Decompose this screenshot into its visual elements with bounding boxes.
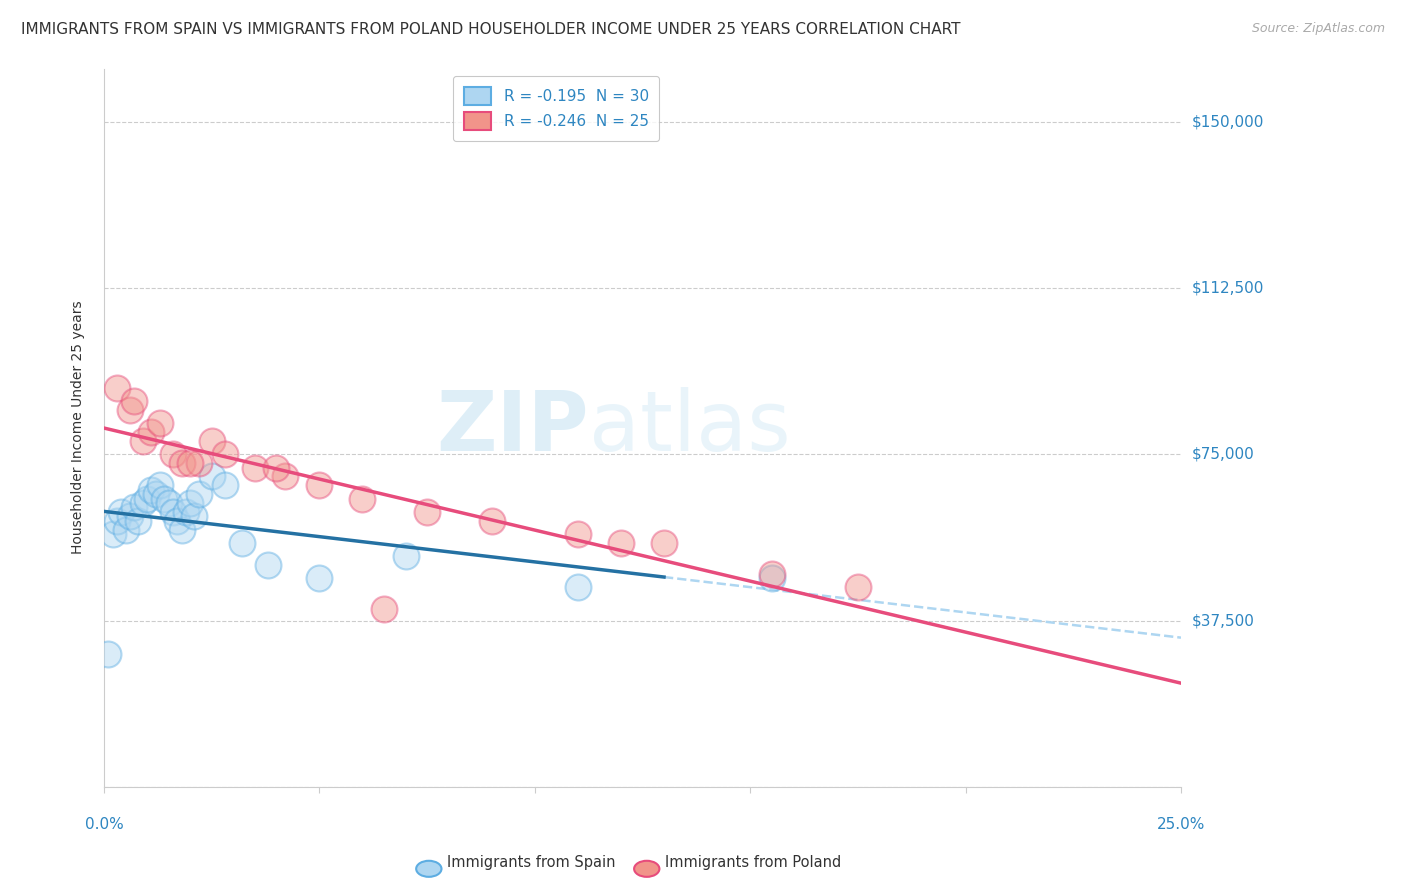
Point <box>373 602 395 616</box>
Point <box>166 514 188 528</box>
Point <box>136 491 159 506</box>
Point <box>308 478 330 492</box>
Point <box>610 536 633 550</box>
Point <box>231 536 253 550</box>
Point <box>266 460 288 475</box>
Point <box>179 496 201 510</box>
Point <box>149 478 172 492</box>
Point <box>149 416 172 430</box>
Text: Immigrants from Poland: Immigrants from Poland <box>665 855 841 870</box>
Point <box>179 456 201 470</box>
Point <box>170 523 193 537</box>
Point <box>162 447 184 461</box>
Point <box>174 505 197 519</box>
Point <box>214 447 236 461</box>
Text: $150,000: $150,000 <box>1192 114 1264 129</box>
Point <box>256 558 278 573</box>
Point <box>416 505 439 519</box>
Text: $37,500: $37,500 <box>1192 613 1256 628</box>
Point <box>105 381 128 395</box>
Point <box>394 549 416 564</box>
Legend: R = -0.195  N = 30, R = -0.246  N = 25: R = -0.195 N = 30, R = -0.246 N = 25 <box>453 76 659 141</box>
Point <box>201 434 224 448</box>
Text: 25.0%: 25.0% <box>1157 817 1205 832</box>
Point <box>132 496 155 510</box>
Point <box>170 456 193 470</box>
Point <box>145 487 167 501</box>
Point <box>308 571 330 585</box>
Text: Source: ZipAtlas.com: Source: ZipAtlas.com <box>1251 22 1385 36</box>
Point <box>187 487 209 501</box>
Point <box>153 491 176 506</box>
Point <box>243 460 266 475</box>
Point <box>122 500 145 515</box>
Point <box>97 647 120 661</box>
Point <box>162 505 184 519</box>
Text: $112,500: $112,500 <box>1192 280 1264 295</box>
Point <box>652 536 675 550</box>
Text: IMMIGRANTS FROM SPAIN VS IMMIGRANTS FROM POLAND HOUSEHOLDER INCOME UNDER 25 YEAR: IMMIGRANTS FROM SPAIN VS IMMIGRANTS FROM… <box>21 22 960 37</box>
Point <box>567 580 589 594</box>
Point <box>141 483 163 497</box>
Point <box>114 523 136 537</box>
Point <box>481 514 503 528</box>
Point <box>105 514 128 528</box>
Text: atlas: atlas <box>589 387 790 468</box>
Point <box>274 469 297 483</box>
Point <box>118 509 141 524</box>
Point <box>761 571 783 585</box>
Point <box>761 567 783 582</box>
Text: ZIP: ZIP <box>436 387 589 468</box>
Point <box>214 478 236 492</box>
Point <box>157 496 180 510</box>
Point <box>183 509 205 524</box>
Point <box>110 505 132 519</box>
Point <box>187 456 209 470</box>
Text: 0.0%: 0.0% <box>84 817 124 832</box>
Point <box>122 394 145 409</box>
Text: $75,000: $75,000 <box>1192 447 1254 462</box>
Point <box>118 403 141 417</box>
Point <box>127 514 149 528</box>
Text: Immigrants from Spain: Immigrants from Spain <box>447 855 616 870</box>
Point <box>132 434 155 448</box>
Point <box>201 469 224 483</box>
Point <box>352 491 374 506</box>
Point <box>846 580 869 594</box>
Point <box>141 425 163 439</box>
Point <box>567 527 589 541</box>
Point <box>101 527 124 541</box>
Y-axis label: Householder Income Under 25 years: Householder Income Under 25 years <box>72 301 86 555</box>
